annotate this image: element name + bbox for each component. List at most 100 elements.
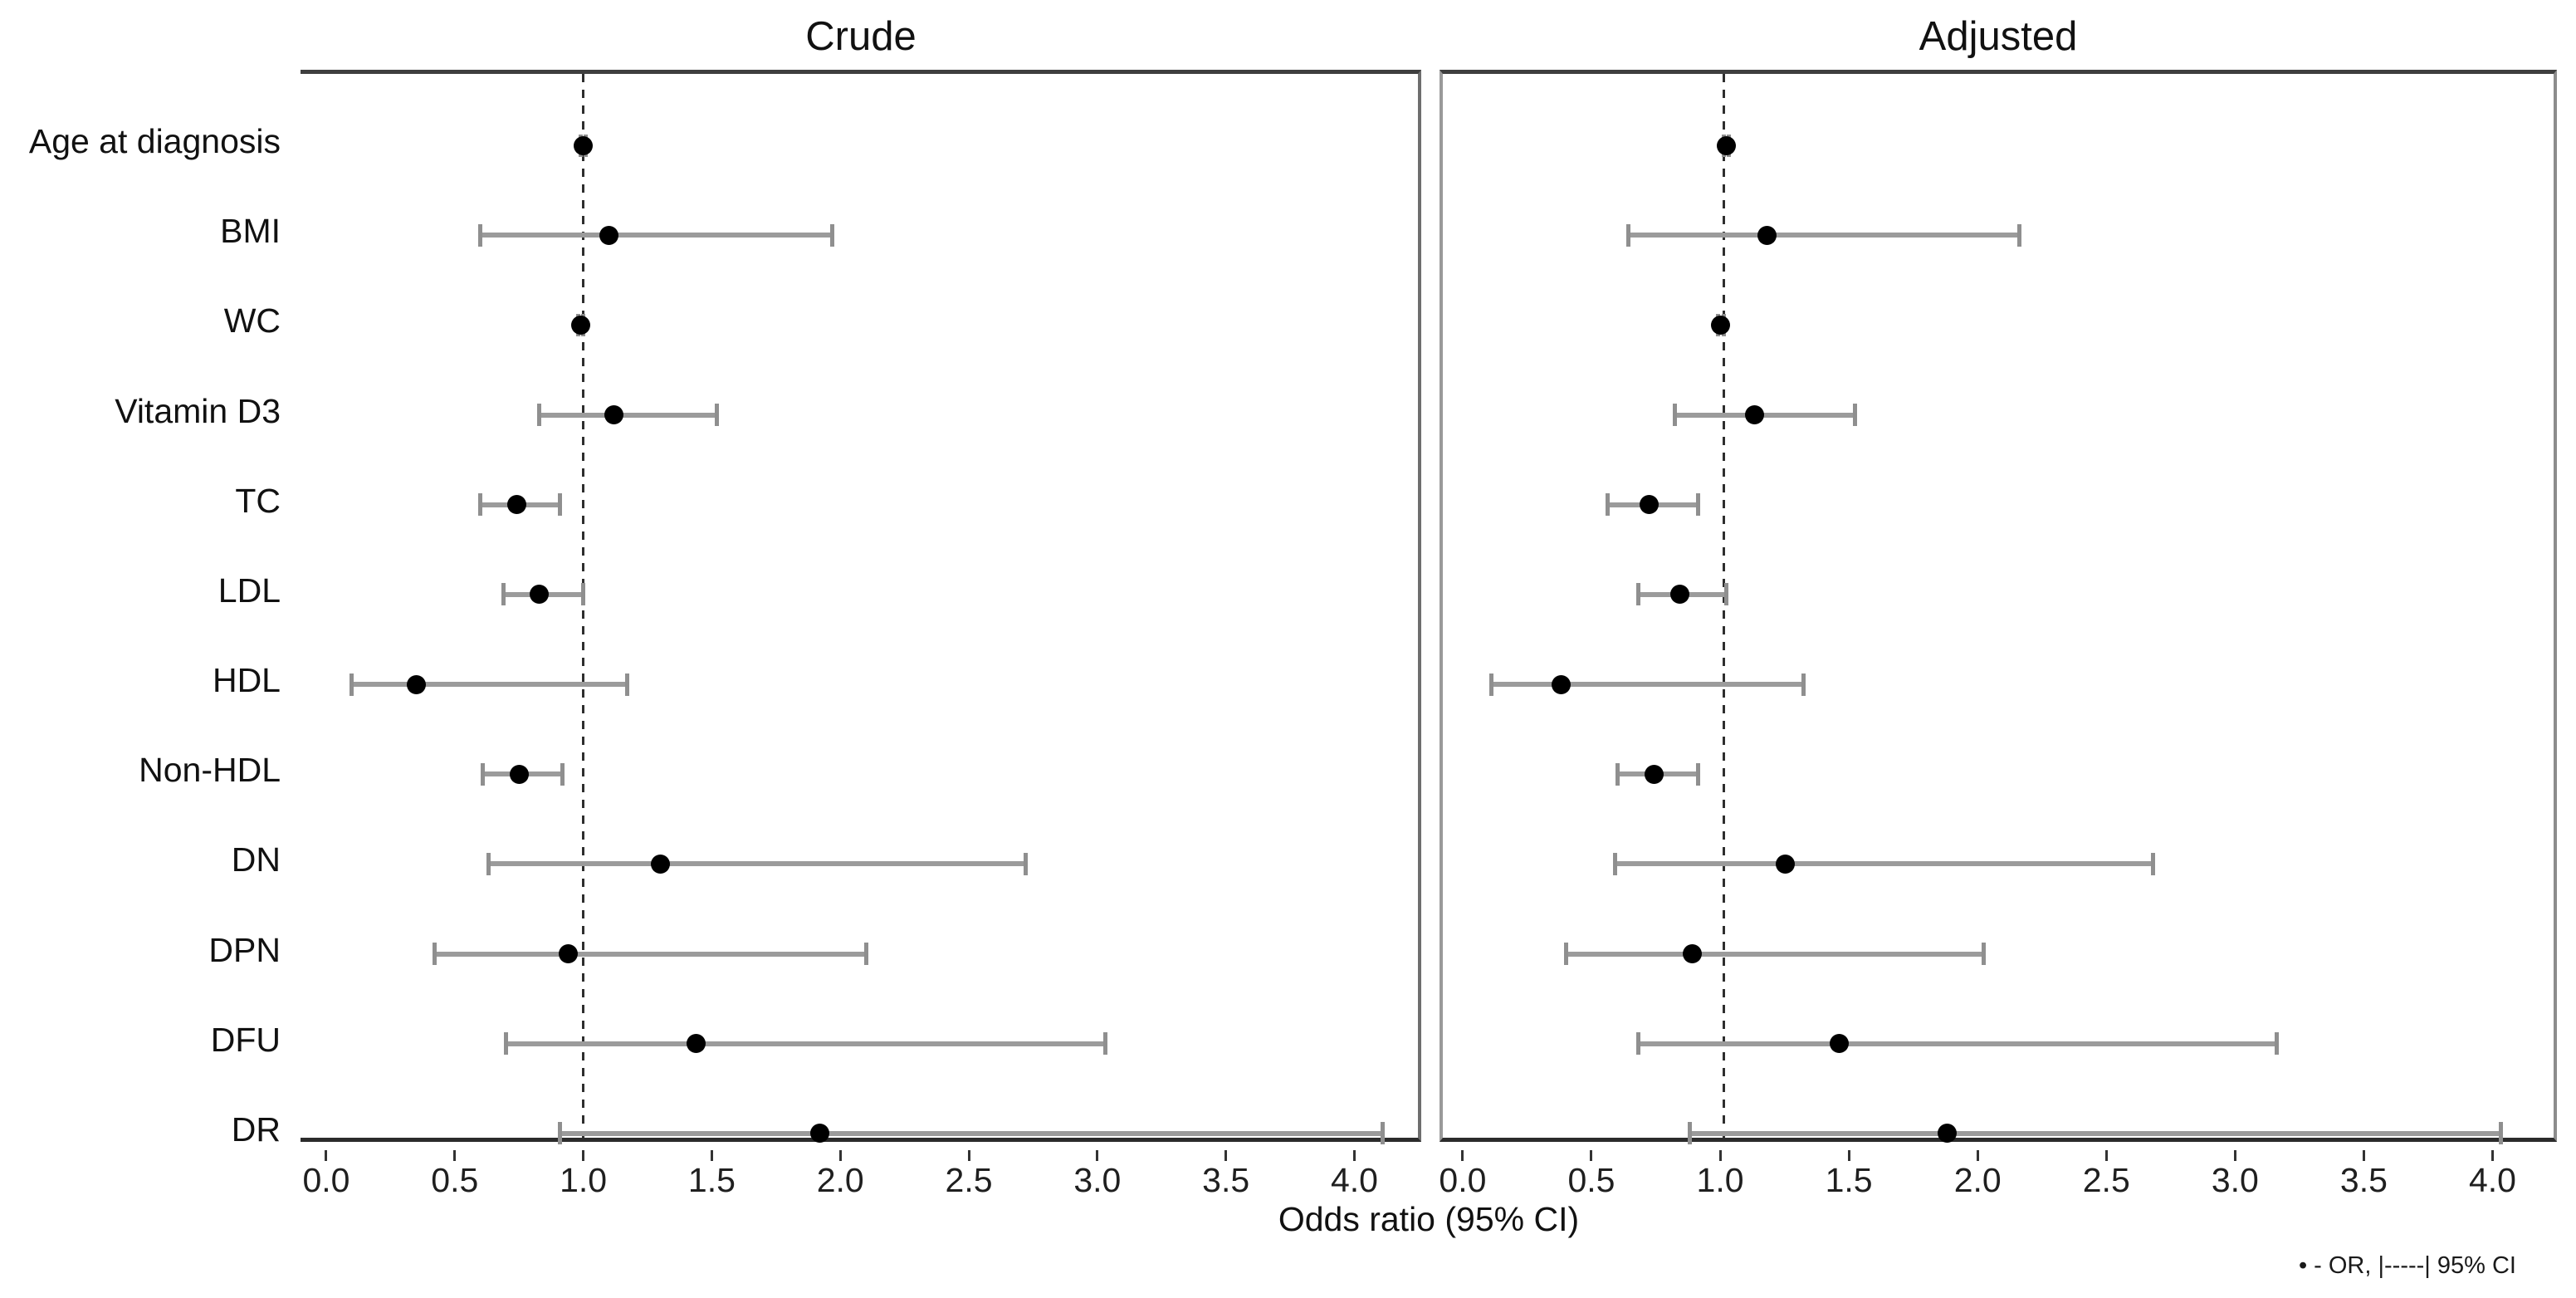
ci-cap-low <box>1613 852 1618 875</box>
ci-bar <box>1628 233 2020 238</box>
x-tick-mark <box>582 1150 585 1161</box>
y-category-label: DR <box>231 1109 281 1149</box>
ci-cap-high <box>2017 223 2022 247</box>
y-category-label: TC <box>235 481 281 520</box>
ci-cap-high <box>581 583 586 606</box>
x-tick-mark <box>1847 1150 1850 1161</box>
ci-bar <box>488 861 1026 867</box>
x-tick-label: 3.0 <box>1073 1161 1122 1199</box>
x-tick-label: 1.0 <box>560 1161 608 1199</box>
ci-cap-low <box>558 1122 563 1145</box>
ci-cap-low <box>501 583 506 606</box>
x-tick-mark <box>2362 1150 2365 1161</box>
or-point-marker <box>1669 585 1689 605</box>
x-tick-label: 2.5 <box>945 1161 993 1199</box>
y-category-label: Non-HDL <box>139 751 281 790</box>
or-point-marker <box>506 495 526 515</box>
ci-bar <box>1566 951 1984 957</box>
or-point-marker <box>571 315 590 335</box>
x-tick-mark <box>1224 1150 1228 1161</box>
y-category-label: DFU <box>210 1020 281 1059</box>
x-tick-mark <box>1352 1150 1356 1161</box>
x-tick-label: 4.0 <box>1330 1161 1378 1199</box>
x-tick-label: 3.0 <box>2211 1161 2259 1199</box>
ci-cap-low <box>1636 1032 1641 1056</box>
ci-bar <box>1638 1041 2277 1046</box>
or-point-marker <box>1711 315 1731 335</box>
ci-cap-high <box>1801 673 1806 696</box>
ci-cap-high <box>624 673 629 696</box>
or-point-marker <box>687 1034 706 1054</box>
x-tick-mark <box>710 1150 713 1161</box>
ci-cap-high <box>1695 493 1700 517</box>
panel-crude <box>301 70 1421 1145</box>
ci-cap-high <box>1023 852 1028 875</box>
ci-cap-low <box>1615 762 1620 786</box>
ci-cap-low <box>1564 943 1569 966</box>
ci-cap-high <box>830 223 835 247</box>
ci-cap-high <box>558 493 563 517</box>
x-tick-mark <box>1976 1150 1979 1161</box>
ci-cap-high <box>2151 852 2156 875</box>
ci-cap-low <box>478 223 483 247</box>
ci-bar <box>351 682 628 688</box>
x-tick-mark <box>2490 1150 2494 1161</box>
ci-cap-low <box>1625 223 1630 247</box>
x-tick-label: 1.5 <box>687 1161 736 1199</box>
x-tick-mark <box>1590 1150 1593 1161</box>
x-tick-label: 0.5 <box>431 1161 479 1199</box>
ci-cap-high <box>1981 943 1986 966</box>
or-point-marker <box>406 674 426 694</box>
y-category-label: Age at diagnosis <box>28 122 281 160</box>
ci-cap-low <box>432 943 437 966</box>
x-tick-mark <box>967 1150 970 1161</box>
ci-cap-low <box>486 852 491 875</box>
panel-title-crude: Crude <box>805 14 917 59</box>
ci-bar <box>560 1130 1383 1136</box>
ci-cap-low <box>1605 493 1610 517</box>
legend-note: • - OR, |-----| 95% CI <box>2298 1252 2516 1279</box>
ci-cap-high <box>2275 1032 2280 1056</box>
x-axis-label: Odds ratio (95% CI) <box>1278 1200 1580 1238</box>
x-tick-mark <box>838 1150 842 1161</box>
ci-bar <box>506 1041 1106 1046</box>
ci-cap-high <box>2499 1122 2504 1145</box>
x-tick-mark <box>1461 1150 1464 1161</box>
or-point-marker <box>650 854 670 874</box>
ci-cap-high <box>1695 762 1700 786</box>
ci-bar <box>1674 412 1855 418</box>
or-point-marker <box>1716 135 1736 155</box>
x-tick-label: 0.0 <box>302 1161 350 1199</box>
or-point-marker <box>1830 1034 1850 1054</box>
x-tick-label: 4.0 <box>2468 1161 2516 1199</box>
or-point-marker <box>530 585 550 605</box>
or-point-marker <box>1757 225 1777 245</box>
ci-cap-low <box>481 762 486 786</box>
or-point-marker <box>1639 495 1659 515</box>
x-tick-label: 2.0 <box>1953 1161 2002 1199</box>
ci-cap-low <box>504 1032 509 1056</box>
ci-cap-high <box>715 404 720 427</box>
or-point-marker <box>1552 674 1572 694</box>
y-category-label: BMI <box>220 212 281 251</box>
ci-cap-low <box>1489 673 1494 696</box>
or-point-marker <box>809 1124 829 1144</box>
x-tick-label: 2.5 <box>2082 1161 2130 1199</box>
ci-bar <box>1689 1130 2501 1136</box>
x-tick-label: 0.0 <box>1439 1161 1487 1199</box>
reference-line-or-1 <box>1722 74 1725 1138</box>
ci-bar <box>539 412 717 418</box>
x-tick-mark <box>1718 1150 1722 1161</box>
y-category-label: DN <box>231 840 281 879</box>
x-tick-label: 3.5 <box>2339 1161 2388 1199</box>
ci-bar <box>1491 682 1804 688</box>
x-tick-label: 1.0 <box>1696 1161 1744 1199</box>
ci-cap-high <box>1852 404 1857 427</box>
or-point-marker <box>1644 764 1664 784</box>
ci-cap-low <box>537 404 542 427</box>
or-point-marker <box>1744 405 1764 425</box>
y-category-label: LDL <box>218 571 281 610</box>
y-category-label: HDL <box>212 661 281 700</box>
ci-cap-low <box>1672 404 1677 427</box>
or-point-marker <box>1683 944 1703 964</box>
